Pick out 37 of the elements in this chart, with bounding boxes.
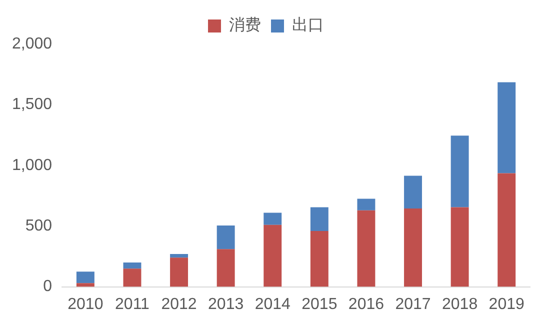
legend-label: 出口	[292, 15, 324, 34]
x-tick-label: 2010	[68, 296, 104, 313]
bar	[264, 224, 282, 287]
y-tick-label: 500	[25, 218, 52, 235]
bar	[498, 173, 516, 287]
bar	[310, 207, 328, 231]
x-tick-label: 2019	[488, 296, 524, 313]
bar	[450, 136, 469, 208]
x-tick-label: 2015	[302, 296, 338, 313]
bar	[216, 249, 235, 287]
y-tick-label: 0	[43, 278, 52, 296]
y-tick-label: 1,500	[12, 96, 52, 114]
x-tick-label: 2016	[348, 296, 384, 313]
y-tick-label: 1,000	[12, 156, 52, 174]
bar	[357, 198, 376, 210]
x-tick-label: 2012	[161, 296, 197, 313]
bar	[357, 210, 376, 287]
bar	[76, 272, 94, 284]
bar	[404, 208, 422, 287]
bar	[404, 176, 422, 208]
bar	[76, 283, 94, 287]
x-tick-label: 2011	[115, 296, 150, 313]
bar	[310, 230, 328, 287]
y-tick-label: 2,000	[12, 35, 52, 52]
bar	[264, 212, 282, 225]
bar	[170, 258, 188, 287]
bar	[450, 207, 469, 287]
x-tick-label: 2014	[254, 296, 291, 313]
bar	[498, 82, 516, 174]
x-tick-label: 2017	[395, 296, 431, 313]
bar	[170, 254, 188, 258]
x-tick-label: 2013	[208, 296, 244, 313]
bar	[123, 268, 142, 287]
x-tick-label: 2018	[442, 296, 478, 313]
bar	[123, 262, 142, 269]
legend-label: 消费	[229, 15, 261, 34]
bar	[216, 225, 235, 250]
